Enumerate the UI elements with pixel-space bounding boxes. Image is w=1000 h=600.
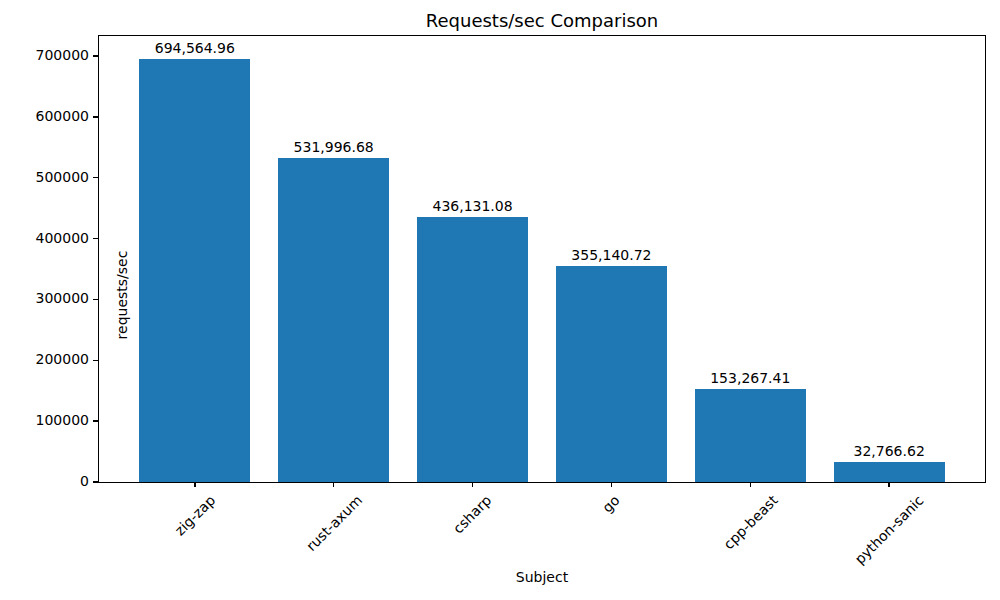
y-tick-label: 500000	[36, 170, 89, 185]
x-tick-mark	[888, 482, 889, 487]
bar-go	[556, 266, 667, 482]
y-tick-mark	[93, 299, 98, 300]
bar-cpp-beast	[695, 389, 806, 482]
y-tick-label: 600000	[36, 109, 89, 124]
y-tick-mark	[93, 481, 98, 482]
figure: Requests/sec Comparison requests/sec 010…	[0, 0, 1000, 600]
x-tick-mark	[472, 482, 473, 487]
y-tick-label: 100000	[36, 413, 89, 428]
x-tick-mark	[194, 482, 195, 487]
chart-title: Requests/sec Comparison	[98, 10, 986, 32]
y-tick-mark	[93, 55, 98, 56]
plot-area: requests/sec 010000020000030000040000050…	[98, 35, 986, 483]
y-tick-mark	[93, 116, 98, 117]
bar-csharp	[417, 217, 528, 482]
x-tick-label: cpp-beast	[720, 492, 780, 552]
bar-python-sanic	[834, 462, 945, 482]
y-tick-mark	[93, 238, 98, 239]
x-tick-mark	[333, 482, 334, 487]
bar-value-label: 355,140.72	[571, 247, 651, 263]
y-tick-mark	[93, 420, 98, 421]
y-axis-label: requests/sec	[113, 71, 131, 519]
x-tick-mark	[750, 482, 751, 487]
y-tick-label: 300000	[36, 292, 89, 307]
x-tick-mark	[611, 482, 612, 487]
y-tick-label: 200000	[36, 353, 89, 368]
bar-value-label: 694,564.96	[155, 40, 235, 56]
bar-value-label: 32,766.62	[854, 443, 925, 459]
bar-zig-zap	[139, 59, 250, 482]
x-axis-label: Subject	[98, 569, 986, 585]
y-tick-mark	[93, 177, 98, 178]
y-tick-mark	[93, 360, 98, 361]
y-tick-label: 0	[80, 474, 89, 489]
y-tick-label: 700000	[36, 48, 89, 63]
y-tick-label: 400000	[36, 231, 89, 246]
x-tick-label: csharp	[450, 492, 495, 537]
bar-value-label: 436,131.08	[432, 198, 512, 214]
bar-rust-axum	[278, 158, 389, 482]
x-tick-label: python-sanic	[851, 492, 926, 567]
bar-value-label: 531,996.68	[294, 139, 374, 155]
x-tick-label: rust-axum	[303, 492, 365, 554]
x-tick-label: go	[599, 492, 623, 516]
x-tick-label: zig-zap	[171, 492, 218, 539]
bar-value-label: 153,267.41	[710, 370, 790, 386]
